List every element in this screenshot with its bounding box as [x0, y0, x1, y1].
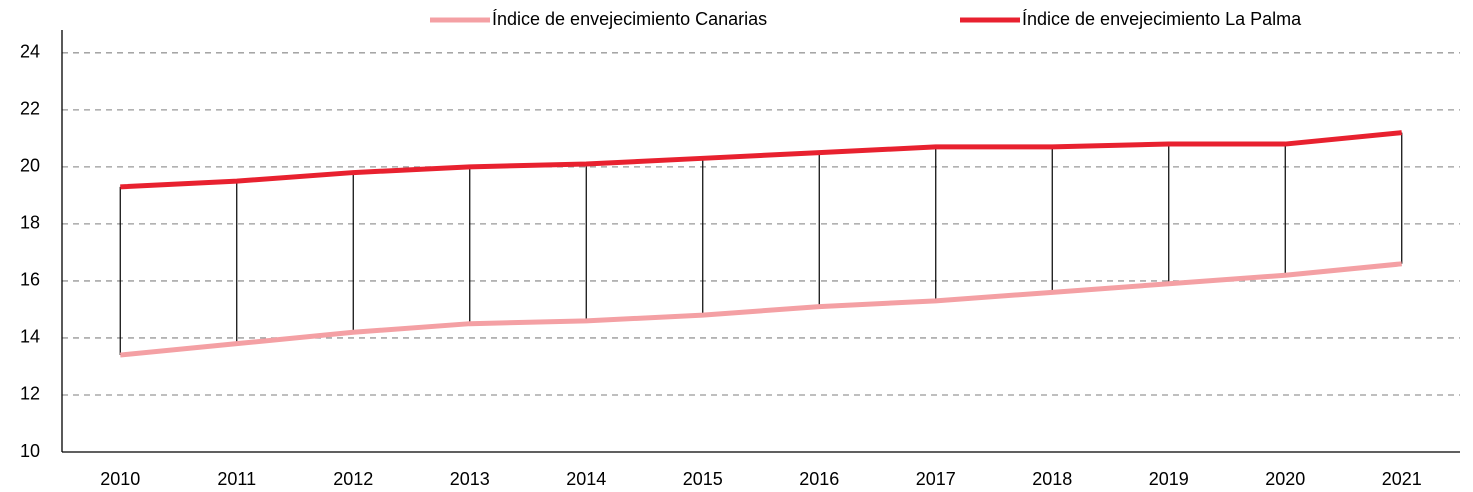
- x-tick-label: 2011: [217, 469, 256, 489]
- x-tick-label: 2016: [799, 469, 839, 489]
- legend-label: Índice de envejecimiento Canarias: [492, 9, 767, 29]
- x-tick-label: 2010: [100, 469, 140, 489]
- legend-label: Índice de envejecimiento La Palma: [1022, 9, 1302, 29]
- y-tick-label: 20: [20, 156, 40, 176]
- y-tick-label: 14: [20, 327, 40, 347]
- x-tick-label: 2020: [1265, 469, 1305, 489]
- x-tick-label: 2015: [683, 469, 723, 489]
- x-tick-label: 2021: [1382, 469, 1422, 489]
- y-tick-label: 24: [20, 42, 40, 62]
- x-tick-label: 2013: [450, 469, 490, 489]
- series-line: [120, 261, 1402, 358]
- y-tick-label: 18: [20, 213, 40, 233]
- x-tick-label: 2014: [566, 469, 606, 489]
- y-tick-label: 22: [20, 99, 40, 119]
- y-tick-label: 10: [20, 441, 40, 461]
- y-tick-label: 12: [20, 384, 40, 404]
- x-tick-label: 2019: [1149, 469, 1189, 489]
- series-line: [120, 130, 1402, 190]
- x-tick-label: 2012: [333, 469, 373, 489]
- x-tick-label: 2017: [916, 469, 956, 489]
- x-tick-label: 2018: [1032, 469, 1072, 489]
- y-tick-label: 16: [20, 270, 40, 290]
